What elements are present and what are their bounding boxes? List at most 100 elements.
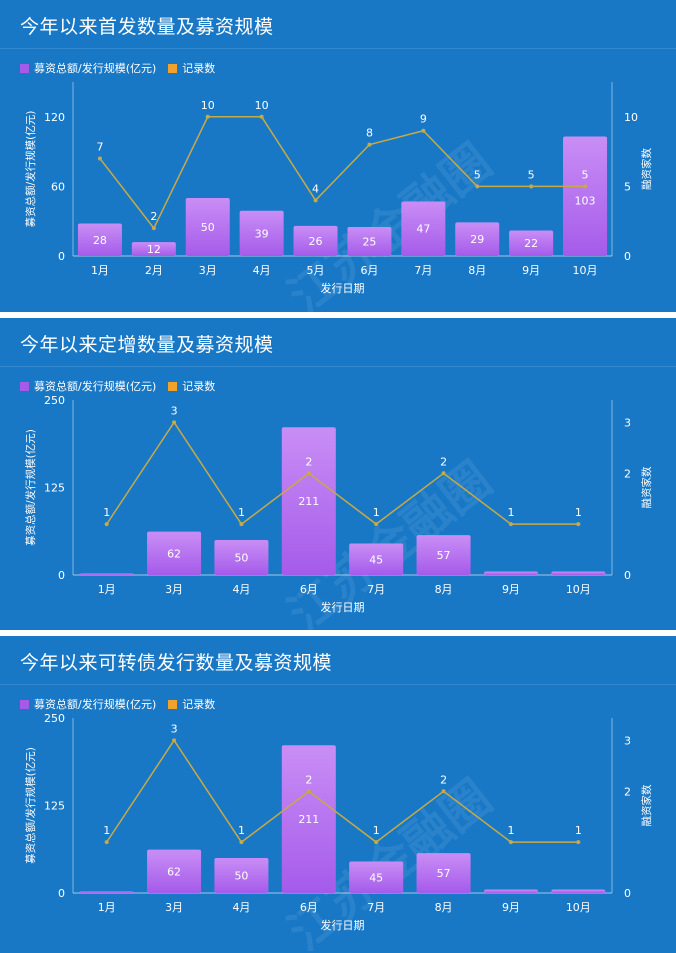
x-tick-label: 6月 — [300, 901, 318, 914]
x-tick-label: 2月 — [145, 264, 163, 277]
bar-value-label: 57 — [437, 549, 451, 562]
bar[interactable] — [79, 891, 134, 894]
line-point[interactable] — [259, 114, 264, 119]
line-point[interactable] — [172, 738, 177, 743]
y-tick-label: 250 — [44, 394, 65, 407]
line-point[interactable] — [172, 420, 177, 425]
bar[interactable] — [349, 543, 404, 576]
line-value-label: 5 — [474, 168, 481, 181]
line-point[interactable] — [239, 522, 244, 527]
legend[interactable]: 募资总额/发行规模(亿元) 记录数 — [20, 60, 215, 76]
legend-item-count[interactable]: 记录数 — [168, 60, 215, 76]
line-point[interactable] — [306, 789, 311, 794]
line-value-label: 5 — [582, 168, 589, 181]
line-value-label: 1 — [103, 506, 110, 519]
legend-item-count[interactable]: 记录数 — [168, 378, 215, 394]
line-value-label: 5 — [528, 168, 535, 181]
bar[interactable] — [131, 242, 176, 256]
x-tick-label: 4月 — [253, 264, 271, 277]
bar[interactable] — [483, 571, 538, 576]
combo-chart-placement: 江苏金融圈0125250023募资总额/发行规模(亿元)融资家数发行日期1月62… — [24, 394, 653, 643]
bar[interactable] — [281, 427, 336, 575]
bar-value-label: 45 — [369, 553, 383, 566]
line-value-label: 3 — [171, 722, 178, 735]
x-axis-label: 发行日期 — [321, 918, 365, 932]
line-point[interactable] — [475, 184, 480, 189]
legend[interactable]: 募资总额/发行规模(亿元) 记录数 — [20, 696, 215, 712]
bar[interactable] — [483, 889, 538, 894]
bar-value-label: 57 — [437, 867, 451, 880]
bar[interactable] — [509, 230, 554, 256]
line-value-label: 10 — [255, 99, 269, 112]
bar[interactable] — [416, 535, 471, 575]
line-value-label: 1 — [575, 824, 582, 837]
bar-value-label: 12 — [147, 243, 161, 256]
bar[interactable] — [239, 210, 284, 256]
line-value-label: 1 — [238, 824, 245, 837]
bar[interactable] — [293, 225, 338, 256]
bar-value-label: 62 — [167, 865, 181, 878]
legend-label-count: 记录数 — [182, 698, 216, 711]
bar[interactable] — [563, 136, 608, 256]
line-point[interactable] — [97, 156, 102, 161]
line-point[interactable] — [529, 184, 534, 189]
legend-item-amount[interactable]: 募资总额/发行规模(亿元) — [20, 378, 156, 394]
line-point[interactable] — [441, 471, 446, 476]
count-line — [99, 116, 586, 230]
legend-item-count[interactable]: 记录数 — [168, 696, 215, 712]
line-point[interactable] — [583, 184, 588, 189]
line-point[interactable] — [374, 522, 379, 527]
line-value-label: 1 — [507, 506, 514, 519]
bar[interactable] — [455, 222, 500, 256]
line-point[interactable] — [374, 840, 379, 845]
bar[interactable] — [147, 531, 202, 575]
line-point[interactable] — [367, 142, 372, 147]
line-point[interactable] — [104, 522, 109, 527]
y-tick-label: 0 — [58, 887, 65, 900]
line-point[interactable] — [205, 114, 210, 119]
bar[interactable] — [77, 223, 122, 256]
bar-value-label: 39 — [255, 227, 269, 240]
line-value-label: 1 — [103, 824, 110, 837]
bar[interactable] — [214, 540, 269, 575]
x-tick-label: 6月 — [300, 583, 318, 596]
line-point[interactable] — [313, 198, 318, 203]
line-point[interactable] — [306, 471, 311, 476]
legend-item-amount[interactable]: 募资总额/发行规模(亿元) — [20, 60, 156, 76]
bar[interactable] — [214, 858, 269, 893]
bar[interactable] — [349, 861, 404, 894]
line-value-label: 1 — [507, 824, 514, 837]
count-line — [106, 421, 579, 526]
bar[interactable] — [147, 849, 202, 893]
line-point[interactable] — [104, 840, 109, 845]
combo-chart-ipo: 江苏金融圈0601200510募资总额/发行规模(亿元)融资家数发行日期281月… — [24, 82, 653, 325]
bar[interactable] — [551, 889, 606, 894]
line-point[interactable] — [508, 522, 513, 527]
bar[interactable] — [401, 201, 446, 256]
line-point[interactable] — [441, 789, 446, 794]
x-tick-label: 1月 — [98, 583, 116, 596]
bar[interactable] — [185, 198, 230, 256]
bar[interactable] — [281, 745, 336, 893]
line-point[interactable] — [421, 128, 426, 133]
y-right-tick-label: 2 — [624, 785, 631, 798]
bar[interactable] — [347, 227, 392, 256]
x-tick-label: 3月 — [165, 901, 183, 914]
bar[interactable] — [79, 573, 134, 576]
legend-item-amount[interactable]: 募资总额/发行规模(亿元) — [20, 696, 156, 712]
bar[interactable] — [416, 853, 471, 893]
legend-swatch-bar — [20, 63, 29, 73]
x-tick-label: 9月 — [502, 583, 520, 596]
y-axis-label: 募资总额/发行规模(亿元) — [24, 429, 37, 546]
y-tick-label: 0 — [58, 250, 65, 263]
line-point[interactable] — [151, 226, 156, 231]
x-tick-label: 9月 — [522, 264, 540, 277]
line-point[interactable] — [508, 840, 513, 845]
chart-panel-placement: 今年以来定增数量及募资规模 募资总额/发行规模(亿元) 记录数 江苏金融圈012… — [0, 318, 676, 643]
line-point[interactable] — [576, 840, 581, 845]
bar[interactable] — [551, 571, 606, 576]
line-point[interactable] — [576, 522, 581, 527]
line-value-label: 2 — [305, 773, 312, 786]
line-point[interactable] — [239, 840, 244, 845]
legend[interactable]: 募资总额/发行规模(亿元) 记录数 — [20, 378, 215, 394]
